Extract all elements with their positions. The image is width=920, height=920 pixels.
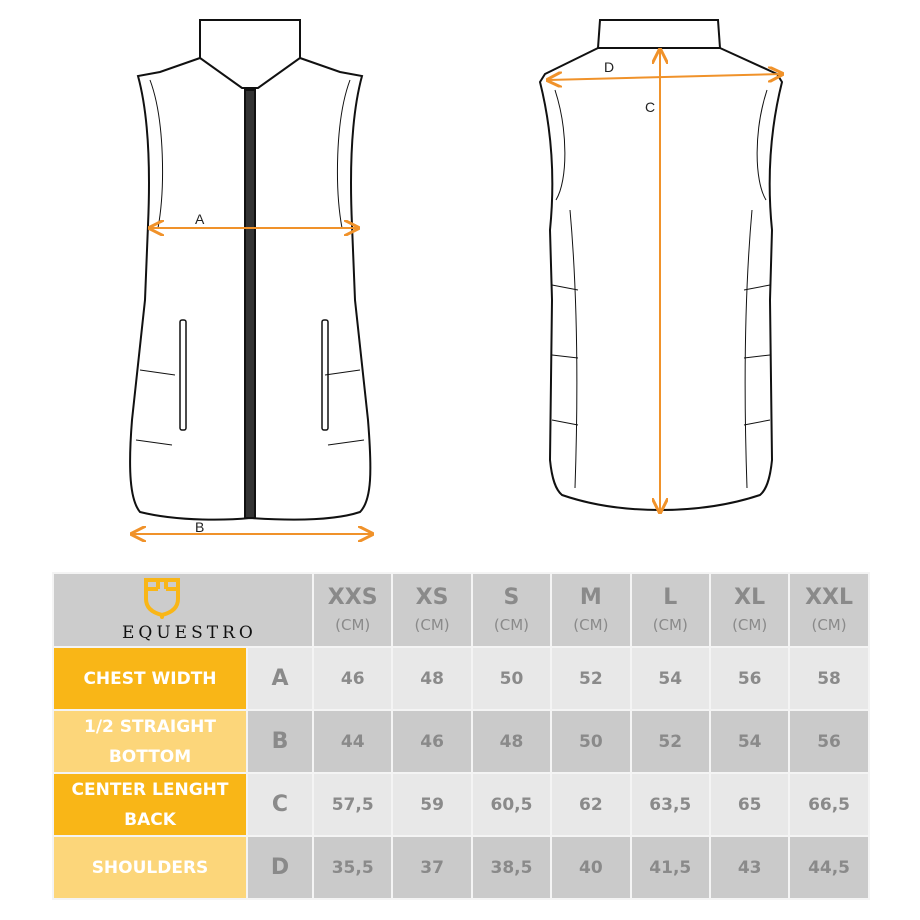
measurement-value: 58 bbox=[788, 646, 870, 711]
measurement-value: 62 bbox=[550, 772, 632, 837]
measurement-value: 54 bbox=[708, 709, 791, 774]
measure-line-d bbox=[548, 74, 782, 80]
measurement-lines bbox=[132, 50, 782, 534]
measurement-value: 66,5 bbox=[788, 772, 870, 837]
label-b: B bbox=[195, 519, 204, 535]
table-row: CHEST WIDTH A 46 48 50 52 54 56 58 bbox=[52, 646, 870, 711]
table-row: CENTER LENGHT BACK C 57,5 59 60,5 62 63,5 65 66,… bbox=[52, 772, 870, 837]
size-header: S (CM) bbox=[470, 572, 553, 648]
measurement-label: CENTER LENGHT BACK bbox=[52, 772, 248, 837]
measurement-value: 50 bbox=[470, 646, 553, 711]
measurement-value: 52 bbox=[629, 709, 711, 774]
table-row: SHOULDERS D 35,5 37 38,5 40 41,5 43 44,5 bbox=[52, 835, 870, 900]
size-label: XXS bbox=[327, 585, 378, 610]
size-label: XL bbox=[734, 585, 766, 610]
measurement-value: 65 bbox=[708, 772, 791, 837]
size-header: XXS (CM) bbox=[311, 572, 394, 648]
brand-name: EQUESTRO bbox=[122, 623, 257, 643]
measurement-value: 35,5 bbox=[311, 835, 394, 900]
vest-front-drawing bbox=[129, 19, 372, 521]
measurement-value: 44,5 bbox=[788, 835, 870, 900]
label-c: C bbox=[645, 99, 655, 115]
unit-label: (CM) bbox=[573, 616, 609, 634]
measurement-value: 46 bbox=[391, 709, 473, 774]
measurement-label: 1/2 STRAIGHT BOTTOM bbox=[52, 709, 248, 774]
vest-diagrams: A B C D bbox=[129, 19, 920, 560]
measurement-value: 37 bbox=[391, 835, 473, 900]
unit-label: (CM) bbox=[811, 616, 847, 634]
vest-back-drawing bbox=[538, 19, 784, 511]
measurement-value: 48 bbox=[391, 646, 473, 711]
size-header: M (CM) bbox=[550, 572, 632, 648]
measurement-value: 48 bbox=[470, 709, 553, 774]
brand-logo: EQUESTRO bbox=[52, 572, 314, 648]
measurement-letter: C bbox=[246, 772, 314, 837]
measurement-value: 41,5 bbox=[629, 835, 711, 900]
table-row: 1/2 STRAIGHT BOTTOM B 44 46 48 50 52 54 56 bbox=[52, 709, 870, 774]
measurement-value: 56 bbox=[708, 646, 791, 711]
measurement-value: 50 bbox=[550, 709, 632, 774]
size-header: XXL (CM) bbox=[788, 572, 870, 648]
measurement-value: 46 bbox=[311, 646, 394, 711]
unit-label: (CM) bbox=[732, 616, 768, 634]
measurement-letter: A bbox=[246, 646, 314, 711]
size-header: XL (CM) bbox=[708, 572, 791, 648]
label-a: A bbox=[195, 211, 205, 227]
measurement-value: 43 bbox=[708, 835, 791, 900]
measurement-label: SHOULDERS bbox=[52, 835, 248, 900]
size-label: L bbox=[663, 585, 678, 610]
measurement-value: 44 bbox=[311, 709, 394, 774]
unit-label: (CM) bbox=[652, 616, 688, 634]
measurement-label: CHEST WIDTH bbox=[52, 646, 248, 711]
measurement-value: 60,5 bbox=[470, 772, 553, 837]
measurement-value: 59 bbox=[391, 772, 473, 837]
header-row: EQUESTRO XXS (CM) XS (CM) S (CM) M (CM) L (CM… bbox=[52, 572, 870, 648]
measurement-value: 40 bbox=[550, 835, 632, 900]
measurement-value: 57,5 bbox=[311, 772, 394, 837]
measurement-value: 63,5 bbox=[629, 772, 711, 837]
unit-label: (CM) bbox=[414, 616, 450, 634]
size-label: XS bbox=[415, 585, 449, 610]
measurement-value: 54 bbox=[629, 646, 711, 711]
measurement-value: 52 bbox=[550, 646, 632, 711]
size-header: L (CM) bbox=[629, 572, 711, 648]
size-header: XS (CM) bbox=[391, 572, 473, 648]
measurement-value: 38,5 bbox=[470, 835, 553, 900]
size-chart-table: EQUESTRO XXS (CM) XS (CM) S (CM) M (CM) L (CM… bbox=[52, 572, 870, 900]
unit-label: (CM) bbox=[335, 616, 371, 634]
size-label: M bbox=[579, 585, 602, 610]
size-label: S bbox=[503, 585, 520, 610]
shield-logo-icon bbox=[144, 578, 180, 619]
label-d: D bbox=[604, 59, 614, 75]
measurement-letter: D bbox=[246, 835, 314, 900]
measurement-letter: B bbox=[246, 709, 314, 774]
size-label: XXL bbox=[805, 585, 854, 610]
unit-label: (CM) bbox=[493, 616, 530, 634]
measurement-value: 56 bbox=[788, 709, 870, 774]
